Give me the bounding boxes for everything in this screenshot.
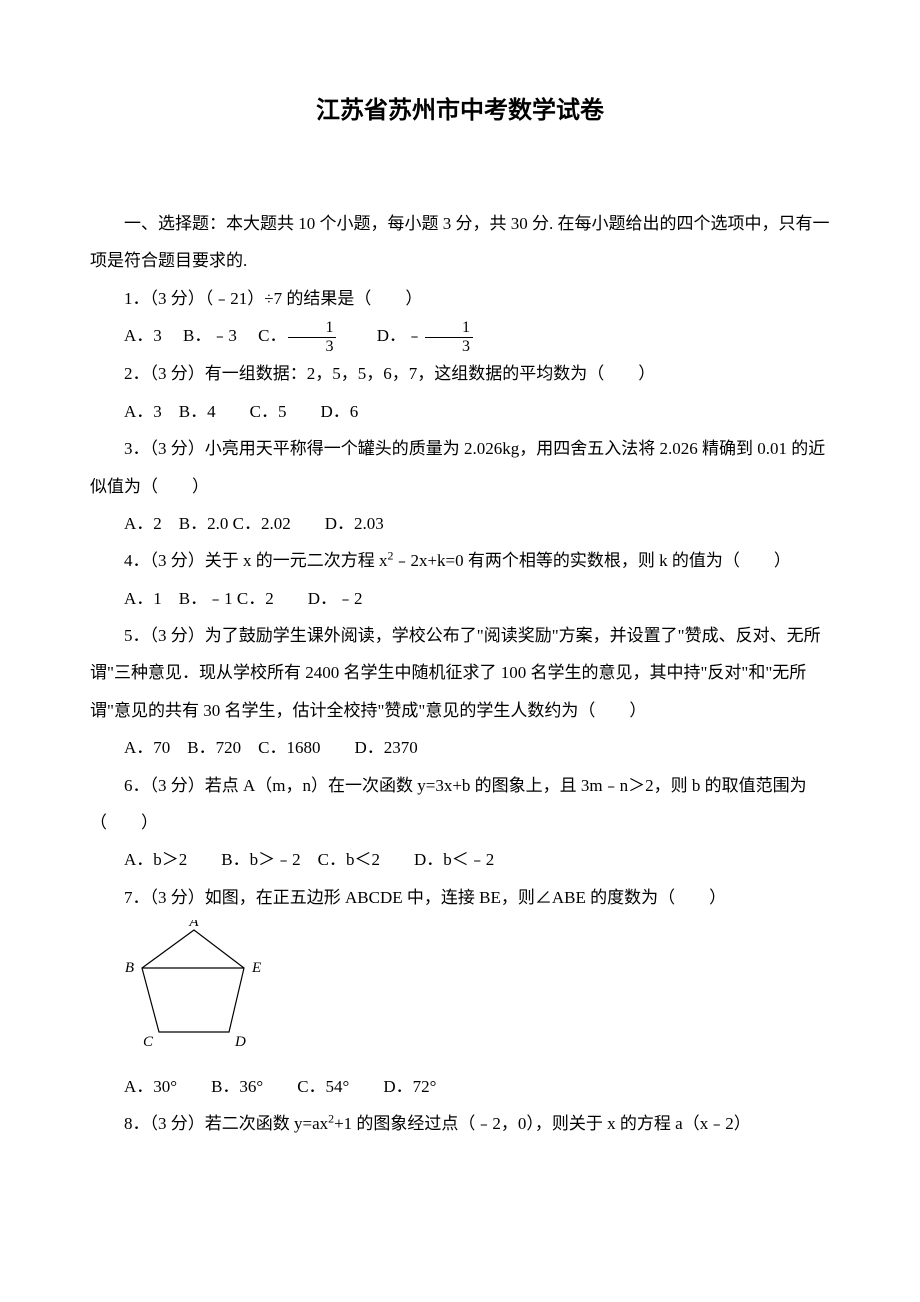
q3-options: A．2 B．2.0 C．2.02 D．2.03 (90, 505, 830, 542)
q6-options: A．b＞2 B．b＞﹣2 C．b＜2 D．b＜﹣2 (90, 841, 830, 878)
q1-optA: A．3 (124, 326, 162, 345)
q4-stem: 4．（3 分）关于 x 的一元二次方程 x2﹣2x+k=0 有两个相等的实数根，… (90, 542, 830, 579)
fraction-1-3-c: 13 (288, 319, 336, 355)
svg-text:C: C (143, 1034, 154, 1050)
q5-options: A．70 B．720 C．1680 D．2370 (90, 729, 830, 766)
q7-stem: 7．（3 分）如图，在正五边形 ABCDE 中，连接 BE，则∠ABE 的度数为… (90, 879, 830, 916)
q1-optD-prefix: D．﹣ (377, 326, 423, 345)
q2-options: A．3 B．4 C．5 D．6 (90, 393, 830, 430)
q5-stem: 5．（3 分）为了鼓励学生课外阅读，学校公布了"阅读奖励"方案，并设置了"赞成、… (90, 617, 830, 729)
fraction-1-3-d: 13 (425, 319, 473, 355)
q1-stem: 1．（3 分）（﹣21）÷7 的结果是（ ） (90, 280, 830, 317)
q1-optB: B．﹣3 (183, 326, 237, 345)
q1-optC-prefix: C． (258, 326, 286, 345)
svg-text:D: D (234, 1034, 246, 1050)
pentagon-figure: A B C D E (124, 920, 830, 1063)
q1-options: A．3 B．﹣3 C．13 D．﹣13 (90, 317, 830, 355)
exam-title: 江苏省苏州市中考数学试卷 (90, 90, 830, 125)
svg-text:A: A (188, 920, 199, 930)
exam-content: 一、选择题：本大题共 10 个小题，每小题 3 分，共 30 分. 在每小题给出… (90, 205, 830, 1142)
svg-text:E: E (251, 960, 261, 976)
section1-heading: 一、选择题：本大题共 10 个小题，每小题 3 分，共 30 分. 在每小题给出… (90, 205, 830, 280)
q6-stem: 6．（3 分）若点 A（m，n）在一次函数 y=3x+b 的图象上，且 3m﹣n… (90, 767, 830, 842)
q3-stem: 3．（3 分）小亮用天平称得一个罐头的质量为 2.026kg，用四舍五入法将 2… (90, 430, 830, 505)
svg-text:B: B (125, 960, 134, 976)
q4-options: A．1 B．﹣1 C．2 D．﹣2 (90, 580, 830, 617)
q8-stem: 8．（3 分）若二次函数 y=ax2+1 的图象经过点（﹣2，0），则关于 x … (90, 1105, 830, 1142)
q2-stem: 2．（3 分）有一组数据：2，5，5，6，7，这组数据的平均数为（ ） (90, 355, 830, 392)
pentagon-svg: A B C D E (124, 920, 274, 1050)
q7-options: A．30° B．36° C．54° D．72° (90, 1068, 830, 1105)
